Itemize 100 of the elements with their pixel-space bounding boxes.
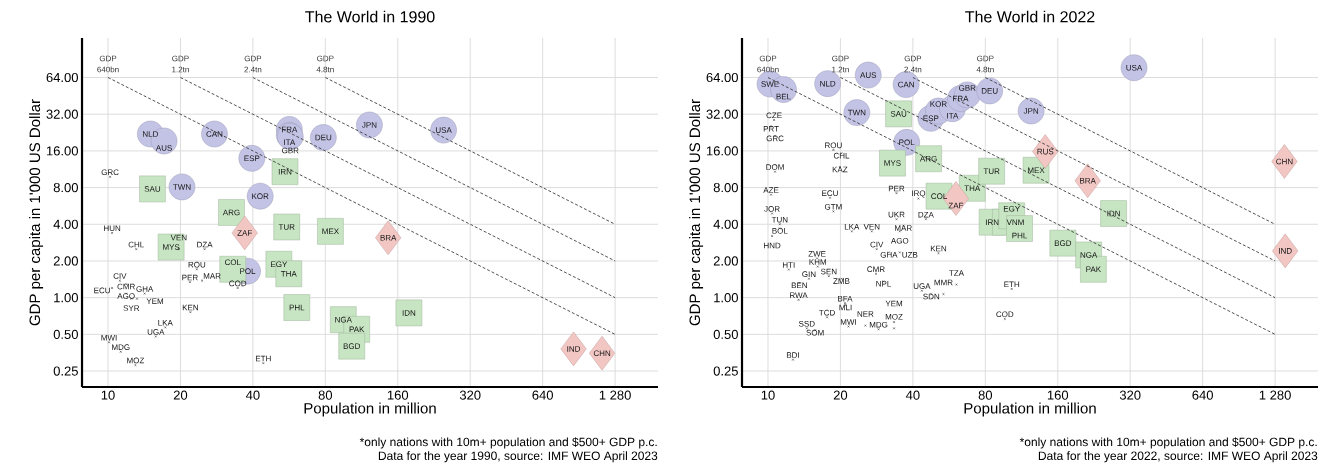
x-tick-label: 40 [245, 390, 260, 400]
data-label: RWA [790, 292, 808, 298]
data-label: THA [280, 271, 297, 277]
text: Data for the year 2022, source: IMF WEO April 2023 [1038, 451, 1318, 463]
data-label: NPL [876, 281, 892, 287]
data-label: ROU [825, 142, 842, 149]
data-label: PER [182, 274, 198, 281]
chart-title: The World in 2022 [965, 10, 1095, 23]
data-label: TUR [278, 224, 295, 230]
data-label: CHL [833, 152, 850, 159]
data-label: NER [857, 311, 874, 317]
x-tick-label: 160 [387, 390, 409, 400]
y-tick-label: 0.50 [53, 329, 78, 339]
x-tick-label: 20 [833, 390, 848, 400]
data-label: UGA [147, 329, 165, 335]
data-label: PRT [763, 126, 779, 132]
y-tick-label: 8.00 [713, 182, 738, 193]
data-label: CZE [766, 112, 782, 119]
data-label: POL [240, 268, 256, 274]
y-axis-title: GDP per capita in 1'000 US Dollar [689, 99, 704, 326]
data-label: CHL [128, 241, 144, 248]
data-label: PHL [289, 304, 305, 311]
data-label: TUN [771, 216, 788, 223]
data-label: JPN [362, 122, 377, 128]
data-label: MDG [112, 344, 130, 350]
data-label: DEU [981, 88, 998, 94]
data-label: TZA [949, 270, 964, 276]
data-label: CHN [593, 350, 611, 357]
data-label: SAU [144, 186, 161, 192]
y-tick-label: 2.00 [53, 256, 78, 266]
data-label: NLD [820, 80, 836, 87]
y-tick-label: 4.00 [53, 219, 78, 229]
data-label: THA [964, 185, 981, 192]
x-axis-title: Population in million [304, 402, 436, 417]
x-tick-label: 80 [978, 390, 993, 400]
y-tick-label: 8.00 [53, 182, 78, 193]
data-label: RUS [1037, 148, 1054, 155]
data-label: ESP [923, 115, 939, 122]
y-tick-label: 64.00 [46, 72, 78, 83]
data-label: CMR [867, 266, 885, 273]
data-label: IND [567, 346, 581, 352]
x-tick-label: 80 [318, 390, 333, 400]
data-label: GHA [880, 252, 898, 258]
text: *only nations with 10m+ population and $500+ GDP p.c. [1019, 437, 1317, 449]
data-label: YEM [885, 300, 903, 307]
data-label: AUS [155, 145, 172, 151]
data-label: USA [435, 127, 452, 133]
y-tick-label: 4.00 [713, 219, 738, 229]
data-label: HND [764, 242, 781, 249]
chart-title: The World in 1990 [305, 10, 435, 23]
y-tick-label: 0.50 [713, 329, 738, 339]
data-label: ZAF [237, 230, 252, 236]
data-label: IRQ [912, 190, 926, 198]
x-tick-label: 1 280 [1259, 390, 1291, 400]
x-tick-label: 640 [1192, 390, 1213, 400]
text: Data for the year 1990, source: IMF WEO April 2023 [378, 451, 658, 463]
y-tick-label: 2.00 [713, 256, 738, 266]
y-tick-label: 64.00 [706, 72, 738, 83]
series-label: GDP 1.2tn [172, 55, 189, 73]
data-label: SAU [890, 111, 907, 117]
data-label: UGA [913, 283, 931, 289]
data-label: TWN [847, 109, 866, 116]
data-label: PAK [349, 326, 365, 333]
data-label: NLD [143, 131, 158, 137]
data-label: ETH [255, 355, 271, 362]
data-label: TUR [983, 168, 1000, 174]
data-label: ROU [188, 261, 206, 268]
data-label: COD [996, 311, 1014, 318]
y-tick-label: 16.00 [706, 146, 738, 156]
data-label: PER [888, 185, 905, 192]
data-label: AUS [860, 72, 877, 78]
data-label: ECU [94, 287, 110, 294]
data-label: MMR [934, 279, 953, 286]
y-tick-label: 1.00 [54, 293, 78, 303]
data-label: BRA [380, 235, 397, 241]
data-label: EGY [271, 261, 288, 268]
series-label: GDP 4.8tn [316, 55, 334, 73]
series-label: GDP 640bn [757, 55, 779, 73]
data-label: FRA [282, 126, 298, 133]
series-label: GDP 4.8tn [976, 55, 994, 73]
data-label: SOM [806, 329, 824, 336]
data-label: UKR [888, 211, 905, 218]
data-label: ESP [244, 155, 260, 162]
x-tick-label: 10 [761, 390, 775, 400]
data-label: MAR [895, 225, 912, 231]
data-label: MYS [884, 160, 901, 166]
data-label: BOL [772, 227, 788, 234]
data-label: HTI [782, 262, 795, 268]
y-tick-label: 0.25 [53, 366, 78, 376]
data-label: ITA [947, 112, 959, 119]
y-tick-label: 0.25 [713, 366, 738, 376]
data-label: BDI [786, 352, 799, 358]
data-label: SWE [761, 81, 779, 87]
data-label: GBR [958, 85, 976, 91]
data-label: CMR [117, 283, 135, 290]
data-label: TCD [819, 309, 835, 316]
data-label: ZAF [948, 202, 964, 209]
x-tick-label: 40 [905, 390, 920, 400]
series-label: GDP 2.4tn [244, 55, 262, 73]
data-label: MLI [839, 304, 852, 311]
